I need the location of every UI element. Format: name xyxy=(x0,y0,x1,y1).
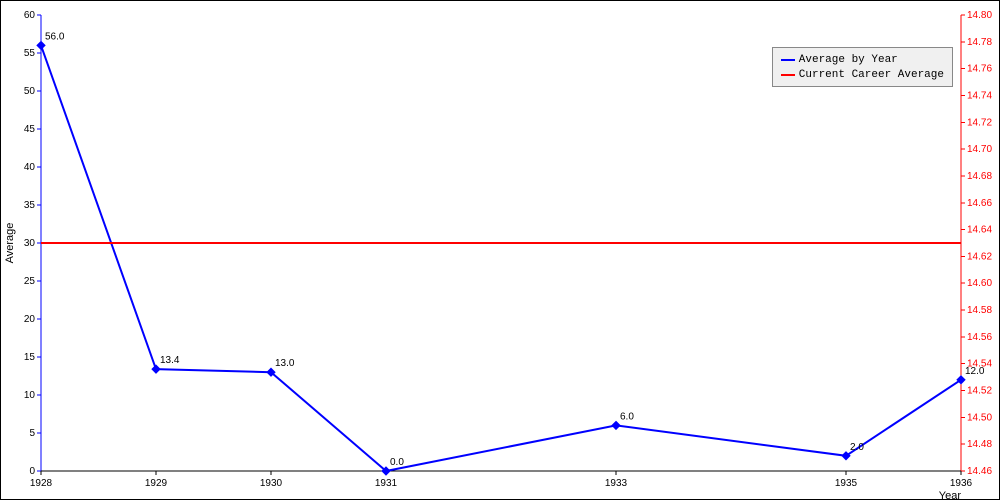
legend-label: Current Career Average xyxy=(799,69,944,81)
y-left-label: Average xyxy=(4,223,16,264)
legend-swatch xyxy=(781,74,795,76)
x-tick-label: 1929 xyxy=(145,478,168,489)
x-axis-label: Year xyxy=(939,490,962,501)
y-right-tick-label: 14.70 xyxy=(967,144,992,155)
y-right-tick-label: 14.56 xyxy=(967,332,992,343)
y-left-tick-label: 10 xyxy=(24,390,36,401)
data-marker xyxy=(37,41,45,49)
legend-item: Current Career Average xyxy=(781,67,944,82)
data-label: 56.0 xyxy=(45,31,65,42)
x-tick-label: 1931 xyxy=(375,478,398,489)
y-right-tick-label: 14.64 xyxy=(967,225,992,236)
y-left-tick-label: 60 xyxy=(24,10,36,21)
legend-swatch xyxy=(781,59,795,61)
data-label: 13.0 xyxy=(275,358,295,369)
y-left-tick-label: 40 xyxy=(24,162,36,173)
y-left-tick-label: 50 xyxy=(24,86,36,97)
data-marker xyxy=(612,421,620,429)
y-right-tick-label: 14.68 xyxy=(967,171,992,182)
y-left-tick-label: 5 xyxy=(29,428,35,439)
y-right-tick-label: 14.80 xyxy=(967,10,992,21)
y-left-tick-label: 30 xyxy=(24,238,36,249)
y-right-tick-label: 14.74 xyxy=(967,90,992,101)
legend-item: Average by Year xyxy=(781,52,944,67)
data-label: 13.4 xyxy=(160,355,180,366)
x-tick-label: 1930 xyxy=(260,478,283,489)
data-marker xyxy=(152,365,160,373)
y-left-tick-label: 35 xyxy=(24,200,36,211)
y-right-tick-label: 14.62 xyxy=(967,251,992,262)
y-left-tick-label: 55 xyxy=(24,48,36,59)
y-right-tick-label: 14.60 xyxy=(967,278,992,289)
x-tick-label: 1936 xyxy=(950,478,973,489)
data-label: 2.0 xyxy=(850,442,864,453)
x-tick-label: 1933 xyxy=(605,478,628,489)
y-right-tick-label: 14.46 xyxy=(967,466,992,477)
y-right-tick-label: 14.50 xyxy=(967,412,992,423)
y-right-tick-label: 14.66 xyxy=(967,198,992,209)
data-label: 12.0 xyxy=(965,366,985,377)
chart-container: 0 5 10 15 20 25 30 35 40 45 50 55 60 Average 14.46 14.4… xyxy=(0,0,1000,500)
x-tick-label: 1935 xyxy=(835,478,858,489)
y-right-tick-label: 14.48 xyxy=(967,439,992,450)
y-left-tick-label: 15 xyxy=(24,352,36,363)
y-left-tick-label: 25 xyxy=(24,276,36,287)
y-left-tick-label: 45 xyxy=(24,124,36,135)
y-right-tick-label: 14.58 xyxy=(967,305,992,316)
y-left-tick-label: 20 xyxy=(24,314,36,325)
legend: Average by Year Current Career Average xyxy=(772,47,953,87)
data-label: 6.0 xyxy=(620,411,634,422)
y-left-tick-label: 0 xyxy=(29,466,35,477)
y-right-tick-label: 14.76 xyxy=(967,64,992,75)
legend-label: Average by Year xyxy=(799,54,898,66)
series-line xyxy=(41,45,961,471)
y-right-tick-label: 14.52 xyxy=(967,386,992,397)
x-tick-label: 1928 xyxy=(30,478,53,489)
y-right-tick-label: 14.78 xyxy=(967,37,992,48)
data-label: 0.0 xyxy=(390,457,404,468)
y-right-tick-label: 14.72 xyxy=(967,117,992,128)
